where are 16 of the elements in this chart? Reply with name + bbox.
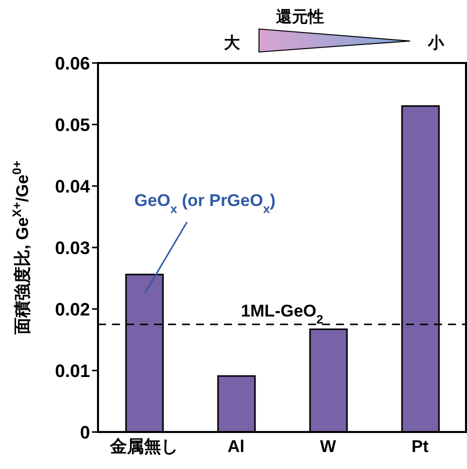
y-tick-label: 0.01 <box>54 360 90 381</box>
annotation: GeO$_{x}$ (or PrGeO$_{x}$) <box>134 191 276 216</box>
x-tick-label: Pt <box>412 437 429 456</box>
y-tick-label: 0.03 <box>54 238 90 258</box>
x-tick-label: W <box>320 437 337 456</box>
y-tick-label: 0.02 <box>54 299 90 320</box>
x-tick-label: 金属無し <box>109 437 178 456</box>
y-tick-label: 0.04 <box>54 176 90 196</box>
y-tick-label: 0.05 <box>54 114 90 135</box>
y-tick-label: 0 <box>80 422 90 442</box>
text: 大 <box>224 34 241 52</box>
ref-line-label: 1ML-GeO$_{2}$ <box>240 301 324 326</box>
x-tick-label: Al <box>228 437 244 456</box>
text: 小 <box>427 34 445 52</box>
y-tick-label: 0.06 <box>54 53 90 74</box>
text: 還元性 <box>275 8 324 26</box>
